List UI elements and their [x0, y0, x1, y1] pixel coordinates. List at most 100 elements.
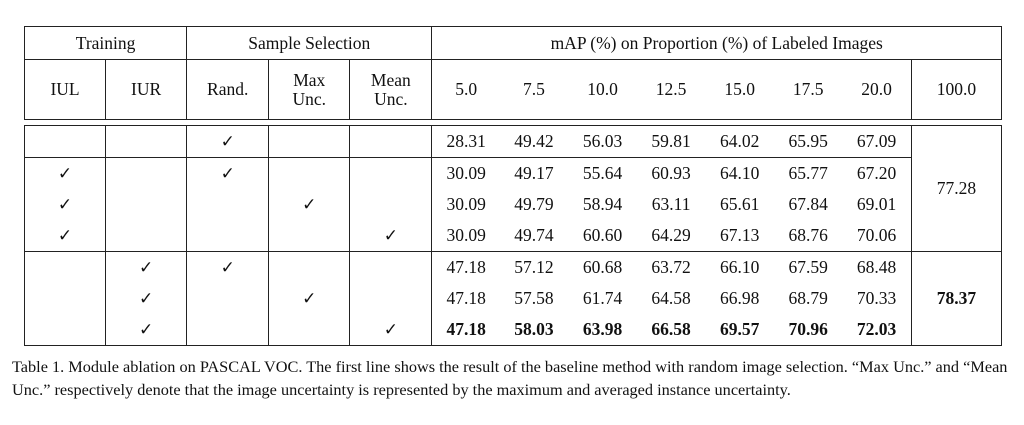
check-icon: ✓: [220, 257, 235, 278]
check-icon: ✓: [220, 163, 235, 184]
cell-iur: ✓: [105, 157, 188, 189]
cell-value: 72.03: [842, 314, 912, 346]
header-prop-17-5: 17.5: [774, 59, 843, 120]
header-rand: Rand.: [186, 59, 270, 120]
cell-max-unc: ✓: [268, 251, 351, 283]
cell-value: 58.94: [582, 194, 623, 215]
cell-value: 70.33: [842, 283, 912, 314]
cell-value: 63.98: [568, 314, 638, 346]
header-prop-7-5: 7.5: [499, 59, 569, 120]
cell-max-unc: ✓: [268, 189, 351, 220]
check-icon: ✓: [220, 131, 235, 152]
cell-iur: ✓: [105, 125, 188, 158]
table-row: ✓ ✓ ✓ ✓ ✓ 47.18 57.58 61.74 64.58 66.98 …: [23, 283, 1002, 314]
cell-value: 64.10: [705, 157, 775, 189]
table-row: ✓ ✓ ✓ ✓ ✓ 28.31 49.42 56.03 59.81 64.02 …: [23, 125, 1003, 252]
cell-value: 64.58: [651, 288, 691, 309]
cell-value: 66.98: [719, 288, 760, 309]
cell-max-unc: ✓: [268, 314, 351, 346]
header-max-unc-line1: Max: [293, 70, 326, 91]
cell-iul: ✓: [23, 314, 107, 346]
cell-mean-unc: ✓: [349, 189, 433, 220]
cell-iur: ✓: [105, 189, 188, 220]
cell-value: 67.09: [842, 125, 912, 158]
cell-value: 66.58: [637, 314, 706, 346]
check-icon: ✓: [383, 319, 398, 340]
cell-value: 61.74: [582, 288, 623, 309]
cell-max-unc: ✓: [268, 283, 351, 314]
cell-mean-unc: ✓: [349, 220, 433, 252]
cell-iur: ✓: [105, 314, 188, 346]
header-prop-10: 10.0: [568, 59, 638, 120]
check-icon: ✓: [302, 194, 317, 215]
cell-max-unc: ✓: [268, 157, 351, 189]
header-prop-100: 100.0: [911, 59, 1003, 120]
cell-iul: ✓: [23, 125, 107, 158]
cell-iur: ✓: [105, 283, 188, 314]
cell-iul: ✓: [23, 283, 107, 314]
cell-value: 28.31: [431, 125, 500, 158]
cell-value: 65.95: [774, 125, 843, 158]
cell-iur: ✓: [105, 251, 188, 283]
cell-value: 30.09: [431, 157, 500, 189]
cell-value: 49.79: [514, 194, 554, 215]
cell-mean-unc: ✓: [349, 125, 433, 158]
cell-rand: ✓: [186, 157, 270, 189]
check-icon: ✓: [138, 288, 154, 309]
table-row: ✓ ✓ ✓ ✓ ✓ 30.09 49.74 60.60 64.29 67.13 …: [23, 220, 1002, 252]
header-prop-20: 20.0: [842, 59, 912, 120]
table-row: ✓ ✓ ✓ ✓ ✓ 30.09 49.17 55.64 60.93 64.10 …: [23, 157, 1002, 189]
table-caption: Table 1. Module ablation on PASCAL VOC. …: [12, 357, 1008, 399]
cell-value: 64.29: [651, 225, 691, 246]
cell-max-unc: ✓: [268, 125, 351, 158]
cell-rand: ✓: [186, 220, 270, 252]
cell-value: 63.72: [637, 251, 706, 283]
cell-mean-unc: ✓: [349, 314, 433, 346]
ablation-table: Training Sample Selection mAP (%) on Pro…: [23, 26, 1003, 346]
cell-rand: ✓: [186, 189, 270, 220]
cell-value: 65.77: [774, 157, 843, 189]
cell-value: 70.96: [774, 314, 843, 346]
cell-value: 60.68: [568, 251, 638, 283]
cell-mean-unc: ✓: [349, 157, 433, 189]
cell-iul: ✓: [23, 157, 107, 189]
cell-value: 67.13: [719, 225, 760, 246]
header-mean-unc: Mean Unc.: [349, 59, 433, 120]
cell-value: 30.09: [446, 194, 486, 215]
cell-value: 49.17: [499, 157, 569, 189]
cell-value: 49.74: [514, 225, 554, 246]
cell-value: 69.57: [705, 314, 775, 346]
cell-rand: ✓: [186, 251, 270, 283]
cell-value: 30.09: [446, 225, 486, 246]
cell-iur: ✓: [105, 220, 188, 252]
cell-value: 66.10: [705, 251, 775, 283]
check-icon: ✓: [57, 194, 73, 215]
header-sub-row: IUL IUR Rand. Max Unc. Mean Unc. 5.0 7.5…: [23, 59, 1003, 120]
header-group-row: Training Sample Selection mAP (%) on Pro…: [23, 26, 1002, 60]
cell-value: 58.03: [499, 314, 569, 346]
cell-value: 55.64: [568, 157, 638, 189]
header-sample-selection: Sample Selection: [186, 26, 433, 60]
cell-iul: ✓: [23, 220, 107, 252]
check-icon: ✓: [138, 257, 154, 278]
cell-value: 57.12: [499, 251, 569, 283]
cell-value: 67.84: [788, 194, 828, 215]
cell-value: 68.48: [842, 251, 912, 283]
header-max-unc: Max Unc.: [268, 59, 351, 120]
cell-value: 68.76: [788, 225, 828, 246]
cell-value: 60.93: [637, 157, 706, 189]
header-prop-12-5: 12.5: [637, 59, 706, 120]
table-row: ✓ ✓ ✓ ✓ ✓ 30.09 49.79 58.94 63.11 65.61 …: [23, 189, 1002, 220]
cell-iul: ✓: [23, 251, 107, 283]
cell-mean-unc: ✓: [349, 251, 433, 283]
check-icon: ✓: [57, 163, 73, 184]
header-iur: IUR: [105, 59, 188, 120]
header-iul: IUL: [23, 59, 107, 120]
cell-value: 65.61: [719, 194, 760, 215]
cell-iul: ✓: [23, 189, 107, 220]
check-icon: ✓: [383, 225, 398, 246]
cell-value: 49.42: [499, 125, 569, 158]
cell-value: 64.02: [705, 125, 775, 158]
check-icon: ✓: [57, 225, 73, 246]
cell-max-unc: ✓: [268, 220, 351, 252]
